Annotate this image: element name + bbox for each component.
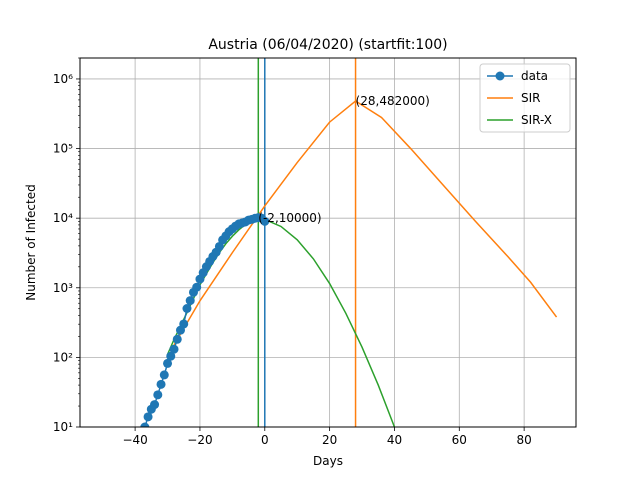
data-point xyxy=(143,412,153,422)
legend: data SIR SIR-X xyxy=(479,63,571,133)
x-tick-label: 60 xyxy=(452,433,467,447)
data-point xyxy=(153,390,163,400)
y-axis-label: Number of Infected xyxy=(24,184,38,300)
y-tick-label: 10³ xyxy=(53,281,73,295)
legend-marker xyxy=(495,71,505,81)
y-tick-label: 10⁴ xyxy=(53,211,73,225)
series-line-sir xyxy=(173,100,558,346)
point-annotation: (-2,10000) xyxy=(258,211,321,225)
legend-label-sir: SIR xyxy=(521,91,541,105)
data-point xyxy=(185,296,195,306)
x-tick-label: 0 xyxy=(261,433,269,447)
legend-box xyxy=(479,63,571,133)
x-axis-label: Days xyxy=(313,454,343,468)
data-point xyxy=(179,319,189,329)
data-point xyxy=(169,344,179,354)
data-point xyxy=(140,422,150,427)
x-tick-label: 40 xyxy=(387,433,402,447)
axis-ticks: −40 −20 0 20 40 60 80 10¹ 10² 10³ 10⁴ 10⁵ 10⁶ xyxy=(53,57,532,447)
data-point xyxy=(182,303,192,313)
x-tick-label: −40 xyxy=(122,433,147,447)
data-point xyxy=(159,370,169,380)
data-point xyxy=(172,334,182,344)
data-point xyxy=(163,358,173,368)
legend-label-sir-x: SIR-X xyxy=(521,113,552,127)
annotations: (28,482000) (-2,10000) xyxy=(258,94,430,225)
legend-label-data: data xyxy=(521,69,548,83)
series-layer xyxy=(140,58,558,427)
data-point xyxy=(156,379,166,389)
data-point xyxy=(192,282,202,292)
point-annotation: (28,482000) xyxy=(356,94,430,108)
y-tick-label: 10⁶ xyxy=(53,72,73,86)
x-tick-label: 80 xyxy=(516,433,531,447)
y-tick-label: 10⁵ xyxy=(53,142,73,156)
y-tick-label: 10¹ xyxy=(53,420,73,434)
data-point xyxy=(166,351,176,361)
x-tick-label: 20 xyxy=(322,433,337,447)
y-tick-label: 10² xyxy=(53,350,73,364)
x-tick-label: −20 xyxy=(187,433,212,447)
data-point xyxy=(260,216,270,226)
chart-title: Austria (06/04/2020) (startfit:100) xyxy=(208,37,447,53)
data-point xyxy=(150,400,160,410)
plot-frame xyxy=(79,57,577,428)
